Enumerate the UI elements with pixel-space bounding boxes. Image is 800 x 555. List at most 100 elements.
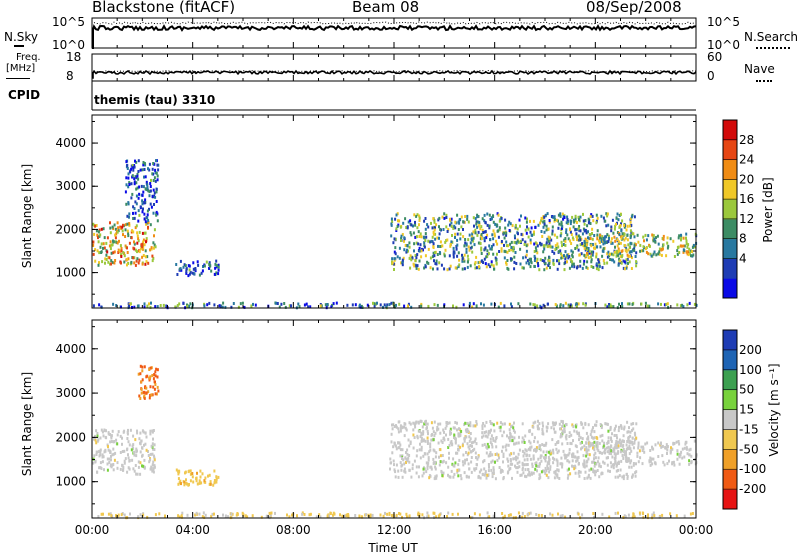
- scatter-point: [611, 432, 613, 436]
- scatter-point: [184, 264, 187, 268]
- scatter-point: [426, 442, 429, 445]
- scatter-point: [611, 455, 614, 459]
- scatter-point: [488, 453, 491, 456]
- scatter-point: [579, 238, 582, 242]
- scatter-point: [678, 251, 681, 254]
- scatter-point: [627, 243, 630, 247]
- scatter-point: [405, 451, 407, 454]
- scatter-point: [485, 420, 488, 424]
- scatter-point: [178, 481, 181, 485]
- scatter-point: [128, 467, 131, 471]
- scatter-point: [390, 440, 393, 444]
- scatter-point: [594, 473, 597, 477]
- scatter-point: [395, 425, 398, 429]
- scatter-point: [134, 263, 137, 267]
- scatter-point: [441, 244, 444, 248]
- scatter-point: [534, 246, 537, 250]
- scatter-point: [477, 224, 480, 228]
- scatter-point: [489, 430, 491, 434]
- scatter-point: [219, 305, 222, 309]
- scatter-point: [208, 266, 211, 270]
- scatter-point: [597, 260, 600, 264]
- scatter-point: [609, 461, 612, 465]
- scatter-point: [143, 458, 146, 462]
- scatter-point: [574, 471, 577, 475]
- scatter-point: [581, 513, 584, 517]
- scatter-point: [497, 453, 500, 457]
- scatter-point: [565, 455, 568, 458]
- scatter-point: [417, 421, 420, 425]
- scatter-point: [599, 465, 602, 469]
- scatter-point: [624, 453, 627, 456]
- scatter-point: [126, 470, 129, 474]
- scatter-point: [449, 243, 452, 246]
- scatter-point: [461, 259, 464, 263]
- scatter-point: [594, 242, 597, 246]
- scatter-point: [539, 304, 542, 308]
- scatter-point: [662, 460, 665, 464]
- scatter-point: [141, 193, 144, 197]
- scatter-point: [454, 437, 457, 441]
- scatter-point: [437, 427, 440, 431]
- scatter-point: [452, 246, 455, 250]
- scatter-point: [150, 467, 153, 471]
- scatter-point: [618, 302, 620, 306]
- scatter-point: [590, 258, 593, 262]
- scatter-point: [593, 444, 595, 448]
- scatter-point: [623, 267, 626, 271]
- scatter-point: [135, 447, 138, 451]
- scatter-point: [439, 227, 442, 231]
- scatter-point: [465, 430, 468, 434]
- scatter-point: [413, 264, 416, 268]
- scatter-point: [382, 305, 384, 309]
- scatter-point: [138, 437, 141, 441]
- scatter-point: [453, 472, 456, 476]
- scatter-point: [521, 511, 524, 515]
- scatter-point: [556, 461, 559, 465]
- scatter-point: [590, 252, 593, 256]
- scatter-point: [407, 220, 410, 224]
- scatter-point: [587, 249, 590, 253]
- scatter-point: [427, 456, 430, 460]
- scatter-point: [477, 230, 480, 234]
- scatter-point: [638, 511, 641, 515]
- y-tick-label: 3000: [55, 179, 86, 193]
- scatter-point: [445, 213, 448, 217]
- scatter-point: [527, 473, 530, 477]
- scatter-point: [559, 435, 562, 439]
- scatter-point: [565, 231, 568, 234]
- scatter-point: [607, 456, 609, 460]
- scatter-point: [431, 235, 434, 239]
- scatter-point: [440, 263, 443, 267]
- scatter-point: [397, 441, 399, 445]
- scatter-point: [551, 438, 554, 442]
- scatter-point: [526, 458, 529, 462]
- scatter-point: [447, 511, 450, 515]
- scatter-point: [597, 456, 600, 460]
- scatter-point: [175, 468, 178, 472]
- scatter-point: [527, 512, 530, 516]
- scatter-point: [532, 471, 535, 475]
- scatter-point: [201, 515, 204, 519]
- scatter-point: [464, 238, 467, 241]
- scatter-point: [582, 219, 585, 223]
- scatter-point: [466, 442, 469, 446]
- colorbar-segment: [723, 429, 737, 450]
- scatter-point: [602, 242, 605, 246]
- scatter-point: [597, 258, 600, 262]
- scatter-point: [98, 450, 101, 453]
- scatter-point: [435, 259, 438, 263]
- scatter-point: [566, 260, 568, 264]
- scatter-point: [126, 258, 129, 261]
- scatter-point: [309, 512, 312, 516]
- scatter-point: [241, 301, 244, 305]
- scatter-point: [572, 262, 575, 266]
- scatter-point: [152, 447, 154, 451]
- scatter-point: [593, 453, 596, 457]
- scatter-point: [391, 423, 393, 427]
- scatter-point: [152, 460, 155, 464]
- scatter-point: [149, 385, 152, 389]
- scatter-point: [478, 470, 481, 474]
- scatter-point: [596, 216, 599, 220]
- scatter-point: [679, 304, 682, 308]
